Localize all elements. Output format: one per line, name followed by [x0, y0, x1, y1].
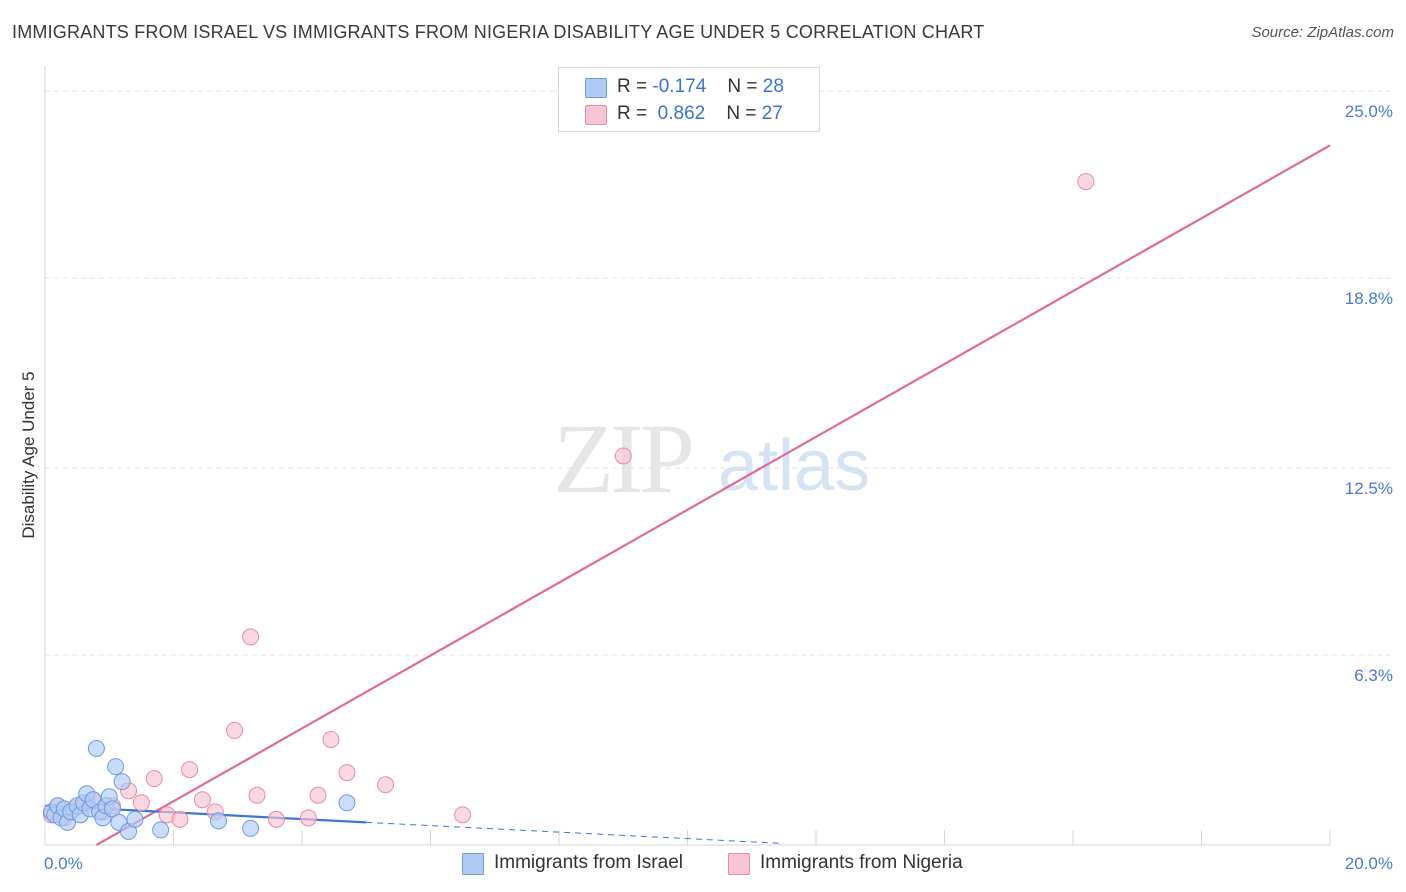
source-credit: Source: ZipAtlas.com [1251, 24, 1394, 41]
nigeria-point [614, 447, 632, 465]
nigeria-point [145, 770, 163, 788]
israel-point [338, 794, 356, 812]
israel-swatch [585, 78, 607, 98]
x-tick-label-start: 0.0% [44, 854, 83, 873]
israel-n-label: N = [727, 76, 758, 97]
grid [45, 90, 1395, 656]
y-tick-label: 12.5% [1345, 479, 1393, 498]
y-tick-label: 25.0% [1345, 102, 1393, 121]
israel-point [107, 758, 125, 776]
nigeria-r-label: R = [617, 103, 648, 124]
data-points [42, 173, 1095, 840]
y-axis-label: Disability Age Under 5 [19, 371, 38, 538]
nigeria-point [242, 628, 260, 646]
israel-stats: R = -0.174 N = 28 [617, 76, 784, 98]
nigeria-point [226, 721, 244, 739]
legend-nigeria-label: Immigrants from Nigeria [760, 852, 963, 873]
nigeria-point [338, 764, 356, 782]
nigeria-point [377, 776, 395, 794]
nigeria-point [299, 809, 317, 827]
nigeria-point [181, 761, 199, 779]
legend-israel-swatch [462, 853, 484, 875]
x-tick-label-end: 20.0% [1345, 854, 1393, 873]
israel-point [113, 773, 131, 791]
watermark: ZIP atlas [553, 403, 870, 514]
axes [44, 66, 1331, 846]
nigeria-trend-line [95, 144, 1331, 846]
nigeria-point [132, 794, 150, 812]
legend-nigeria-swatch [728, 853, 750, 875]
nigeria-point [248, 786, 266, 804]
nigeria-stats: R = 0.862 N = 27 [617, 103, 783, 125]
nigeria-r-value: 0.862 [657, 103, 706, 124]
nigeria-point [1077, 173, 1095, 191]
israel-point [152, 821, 170, 839]
nigeria-n-value: 27 [761, 103, 783, 124]
israel-n-value: 28 [762, 76, 784, 97]
nigeria-swatch [585, 105, 607, 125]
israel-trend-line-extension [366, 821, 784, 844]
y-tick-label: 6.3% [1354, 666, 1393, 685]
israel-point [242, 819, 260, 837]
nigeria-point [322, 730, 340, 748]
nigeria-point [193, 791, 211, 809]
correlation-legend: R = -0.174 N = 28 R = 0.862 N = 27 [558, 67, 820, 132]
israel-point [87, 740, 105, 757]
y-tick-label: 18.8% [1345, 289, 1393, 308]
chart-title: IMMIGRANTS FROM ISRAEL VS IMMIGRANTS FRO… [12, 22, 985, 42]
legend-israel-label: Immigrants from Israel [494, 852, 683, 873]
israel-r-value: -0.174 [652, 76, 707, 97]
watermark-atlas: atlas [718, 426, 870, 506]
israel-r-label: R = [617, 76, 648, 97]
israel-point [209, 812, 227, 830]
israel-point [126, 810, 144, 828]
nigeria-point [454, 806, 472, 824]
nigeria-point [267, 810, 285, 828]
nigeria-n-label: N = [726, 103, 757, 124]
tick-labels: 6.3% 12.5% 18.8% 25.0% 0.0% 20.0% [44, 102, 1393, 873]
nigeria-point [309, 786, 327, 804]
israel-point [103, 800, 121, 818]
nigeria-point [171, 810, 189, 828]
